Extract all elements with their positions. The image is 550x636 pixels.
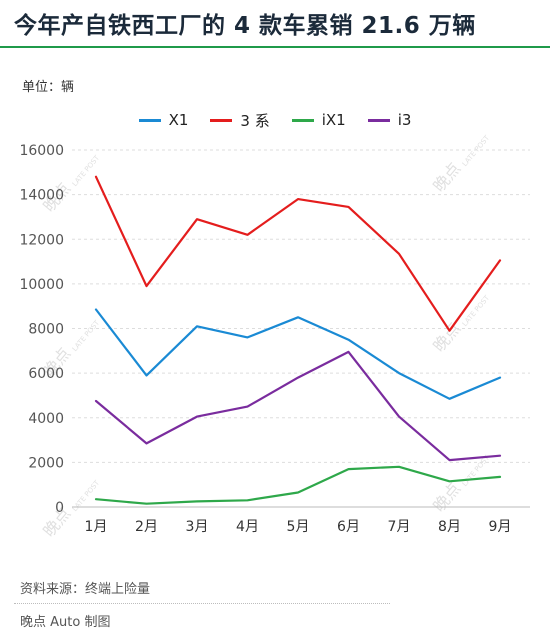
series-line <box>94 175 502 332</box>
footer-divider <box>14 603 390 604</box>
y-tick-label: 6000 <box>28 366 64 382</box>
credit-note: 晚点 Auto 制图 <box>20 615 111 630</box>
y-tick-label: 8000 <box>28 322 64 338</box>
legend-label: 3 系 <box>240 111 270 130</box>
legend-swatch <box>291 118 314 122</box>
series-line <box>94 350 502 462</box>
watermark: 晚点 <box>429 319 464 356</box>
y-tick-label: 16000 <box>19 143 64 159</box>
legend-swatch <box>210 118 233 122</box>
watermark-sub: LATE POST <box>461 293 492 328</box>
legend-swatch <box>367 118 390 122</box>
x-tick-label: 2月 <box>135 519 158 535</box>
watermark-sub: LATE POST <box>71 153 102 188</box>
x-tick-label: 7月 <box>388 519 411 535</box>
x-tick-label: 1月 <box>85 519 108 535</box>
y-tick-label: 12000 <box>19 232 64 248</box>
source-note: 资料来源：终端上险量 <box>20 582 151 597</box>
legend-item-i3: i3 <box>367 111 412 129</box>
unit-label: 单位：辆 <box>22 80 75 95</box>
legend-swatch <box>138 118 161 122</box>
legend-item-x1: X1 <box>138 111 189 129</box>
chart-title: 今年产自铁西工厂的 4 款车累销 21.6 万辆 <box>14 13 476 39</box>
watermark: 晚点 <box>429 159 464 196</box>
legend-item-ix1: iX1 <box>291 111 346 129</box>
x-tick-label: 4月 <box>236 519 259 535</box>
legend-label: i3 <box>397 111 412 129</box>
y-tick-label: 0 <box>55 500 64 516</box>
legend-label: X1 <box>168 111 189 129</box>
x-tick-label: 6月 <box>337 519 360 535</box>
x-tick-label: 3月 <box>186 519 209 535</box>
watermark-sub: LATE POST <box>71 478 102 513</box>
watermark-sub: LATE POST <box>461 133 492 168</box>
y-tick-label: 14000 <box>19 188 64 204</box>
legend-item-3-series: 3 系 <box>210 110 270 131</box>
watermark: 晚点 <box>429 479 464 516</box>
legend: X1 3 系 iX1 i3 <box>0 110 550 130</box>
series-line <box>94 465 502 505</box>
x-tick-label: 8月 <box>438 519 461 535</box>
watermark-sub: LATE POST <box>71 318 102 353</box>
x-tick-label: 5月 <box>287 519 310 535</box>
y-tick-label: 2000 <box>28 455 64 471</box>
x-tick-label: 9月 <box>489 519 512 535</box>
y-tick-label: 10000 <box>19 277 64 293</box>
y-tick-label: 4000 <box>28 411 64 427</box>
series-line <box>94 308 502 400</box>
legend-label: iX1 <box>321 111 346 129</box>
title-divider <box>0 46 550 48</box>
